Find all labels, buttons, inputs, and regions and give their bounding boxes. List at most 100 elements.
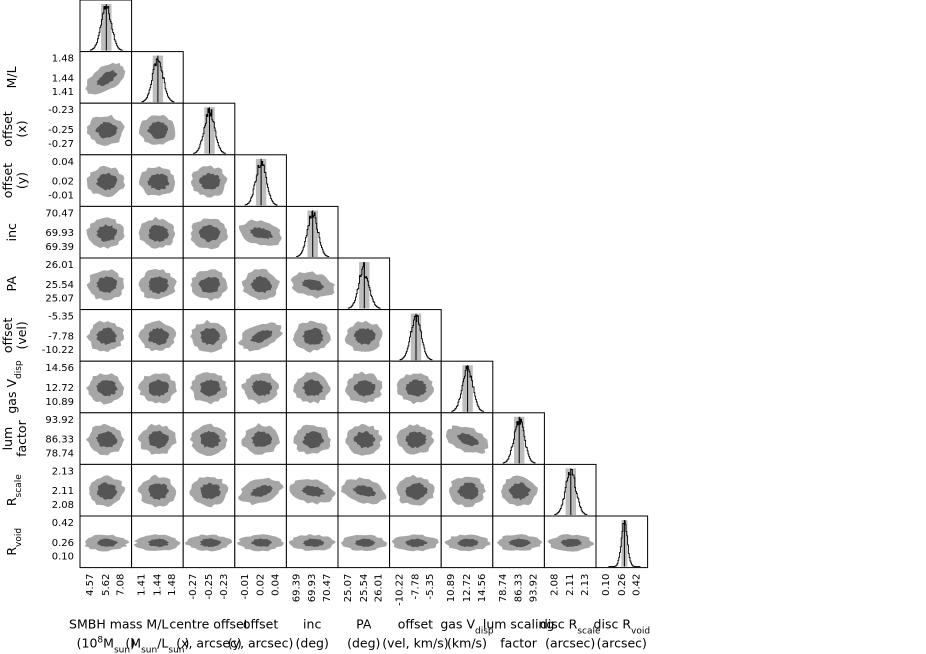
- panel-pa-vs-mbh: [79, 257, 133, 311]
- contour-inner: [251, 431, 273, 447]
- panel-rvoid-vs-yoff: [234, 515, 287, 569]
- panel-lum-vs-voff: [389, 412, 442, 465]
- x-tick-label: 14.56: [477, 574, 488, 603]
- y-tick-label: 10.89: [45, 397, 74, 408]
- row-axis-vdisp: 14.56 12.72 10.89 gas Vdisp: [4, 360, 74, 414]
- contour-inner: [251, 380, 273, 397]
- y-tick-label: 14.56: [45, 363, 74, 374]
- x-tick-label: 86.33: [514, 574, 525, 603]
- panel-mbh-vs-mbh: [79, 0, 133, 53]
- x-tick-label: 2.13: [580, 574, 591, 596]
- row-axis-voff: -5.35 -7.78 -10.22 offset (vel): [0, 312, 74, 357]
- panel-rvoid-vs-inc: [285, 515, 339, 569]
- panel-rvoid-vs-pa: [337, 515, 391, 569]
- histogram-inc: [296, 210, 330, 257]
- y-tick-label: 0.04: [52, 157, 74, 168]
- col-axis-pa: 25.07 25.54 26.01 PA (deg): [343, 574, 385, 651]
- col-label-xoff: centre offset (x, arcsec): [169, 617, 248, 651]
- contour-inner: [200, 430, 221, 448]
- col-label-line: (Msun/Lsun): [125, 636, 189, 654]
- col-label-vdisp: gas Vdisp(km/s): [440, 617, 494, 651]
- contour-inner: [148, 430, 169, 449]
- col-label-line: disc Rscale: [540, 617, 601, 637]
- histogram-lum: [502, 416, 536, 464]
- col-label-rscale: disc Rscale(arcsec): [540, 617, 601, 651]
- panel-lum-vs-lum: [492, 412, 545, 465]
- x-tick-label: 0.10: [601, 574, 612, 596]
- panel-rvoid-vs-xoff: [182, 515, 236, 569]
- col-axis-lum: 78.74 86.33 93.92 lum scaling factor: [483, 574, 554, 651]
- contour-inner: [96, 70, 118, 87]
- y-tick-label: 1.48: [52, 54, 74, 65]
- y-tick-label: -10.22: [42, 345, 74, 356]
- row-label-line: Rvoid: [4, 528, 24, 556]
- contour-inner: [96, 276, 118, 294]
- contour-inner: [199, 538, 221, 548]
- y-tick-label: 69.93: [45, 228, 74, 239]
- panel-pa-vs-xoff: [182, 257, 236, 311]
- y-tick-label: 0.02: [52, 177, 74, 188]
- col-label-line: SMBH mass: [69, 617, 143, 632]
- x-tick-label: 1.41: [137, 574, 148, 596]
- histogram-yoff: [244, 158, 278, 206]
- panel-rvoid-vs-lum: [492, 515, 545, 569]
- col-axis-inc: 69.39 69.93 70.47 inc (deg): [291, 574, 333, 651]
- panel-xoff-vs-xoff: [182, 102, 236, 156]
- col-label-line: factor: [500, 636, 537, 651]
- col-label-voff: offset (vel, km/s): [382, 617, 448, 651]
- x-tick-label: 5.62: [101, 574, 112, 596]
- contour-inner: [405, 538, 428, 548]
- contour-inner: [148, 538, 170, 548]
- row-axis-rvoid: 0.42 0.26 0.10 Rvoid: [4, 518, 74, 563]
- y-tick-label: 26.01: [45, 260, 74, 271]
- contour-inner: [249, 485, 273, 497]
- y-tick-label: 0.26: [52, 538, 74, 549]
- contour-inner: [250, 538, 273, 547]
- col-label-line: (arcsec): [545, 636, 595, 651]
- y-tick-label: 1.41: [52, 87, 74, 98]
- panel-voff-vs-mbh: [79, 309, 133, 362]
- contour-inner: [147, 173, 170, 191]
- panel-rscale-vs-pa: [337, 463, 391, 517]
- col-label-line: (deg): [347, 636, 380, 651]
- x-tick-label: 70.47: [322, 574, 333, 603]
- contour-inner: [96, 327, 117, 346]
- panel-inc-vs-mbh: [79, 205, 133, 259]
- contour-inner: [457, 432, 479, 447]
- x-tick-label: 12.72: [462, 574, 473, 603]
- x-tick-label: 0.04: [270, 574, 281, 596]
- y-tick-label: -0.01: [48, 190, 74, 201]
- panel-vdisp-vs-ml: [131, 360, 184, 414]
- x-tick-label: 0.02: [256, 574, 267, 596]
- y-tick-label: 2.13: [52, 466, 74, 477]
- panel-ml-vs-mbh: [79, 51, 133, 104]
- col-label-pa: PA (deg): [347, 617, 380, 651]
- panel-yoff-vs-mbh: [79, 154, 133, 207]
- col-label-mbh: SMBH mass (108Msun): [69, 617, 143, 654]
- contour-inner: [302, 431, 325, 449]
- panel-rscale-vs-yoff: [234, 463, 287, 517]
- panel-voff-vs-pa: [337, 309, 391, 362]
- contour-inner: [405, 379, 427, 397]
- contour-inner: [198, 224, 221, 243]
- row-label-pa: PA: [4, 276, 19, 292]
- x-tick-label: -5.35: [425, 574, 436, 600]
- x-tick-label: 69.93: [307, 574, 318, 603]
- row-label-line: gas Vdisp: [4, 360, 24, 414]
- row-label-line: offset: [0, 111, 15, 146]
- x-tick-label: 10.89: [446, 574, 457, 603]
- y-tick-label: 70.47: [45, 208, 74, 219]
- row-label-lum: lum factor: [0, 419, 29, 456]
- histogram-xoff: [193, 107, 226, 154]
- row-label-line: PA: [4, 276, 19, 292]
- contour-inner: [301, 279, 324, 291]
- y-tick-label: -0.25: [48, 125, 74, 136]
- y-tick-label: -0.27: [48, 139, 74, 150]
- col-label-line: offset: [243, 617, 278, 632]
- panel-lum-vs-pa: [337, 412, 391, 465]
- contour-inner: [148, 483, 169, 501]
- panel-rvoid-vs-vdisp: [440, 515, 494, 569]
- col-label-line: (108Msun): [77, 636, 135, 654]
- contour-inner: [302, 538, 324, 547]
